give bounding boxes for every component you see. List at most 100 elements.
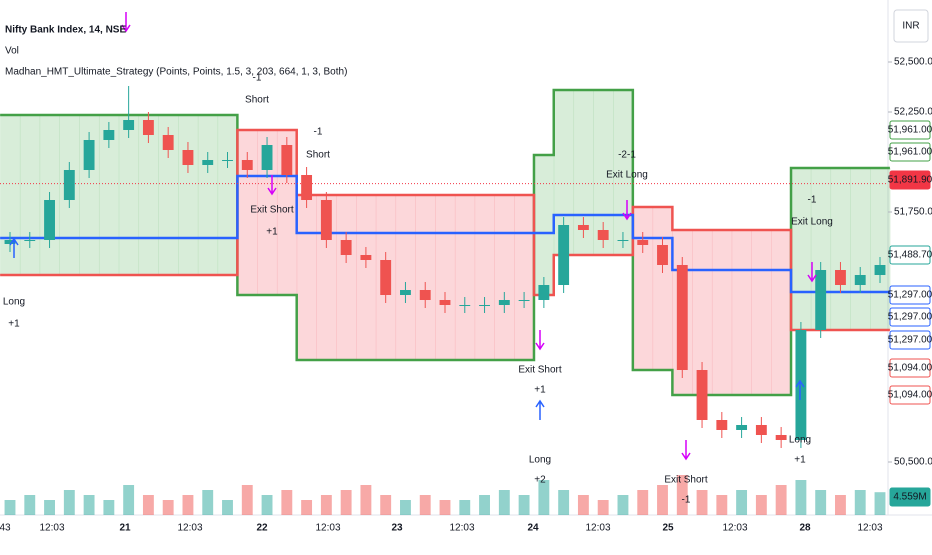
- price-tag-label: 51,961.00: [888, 147, 932, 158]
- volume-bar: [320, 495, 332, 515]
- candle-body: [498, 300, 510, 305]
- volume-bar: [261, 495, 273, 515]
- x-tick-label: 43: [0, 523, 11, 534]
- band-fill: [19, 115, 41, 275]
- price-tag-label: 51,297.00: [888, 312, 932, 323]
- candle-body: [835, 270, 846, 285]
- signal-label: +1: [534, 385, 546, 396]
- candle-body: [162, 135, 174, 150]
- price-tag: [889, 285, 931, 305]
- signal-label: Short: [245, 95, 269, 106]
- signal-arrow: [9, 237, 19, 258]
- candle-body: [320, 200, 332, 240]
- band-fill: [514, 195, 535, 360]
- chart-title: Nifty Bank Index, 14, NSE: [5, 25, 126, 36]
- candle-body: [281, 145, 293, 175]
- volume-bar: [577, 495, 589, 515]
- band-fill: [336, 195, 357, 360]
- volume-bar: [24, 495, 36, 515]
- volume-bar: [182, 495, 194, 515]
- volume-bar: [755, 495, 767, 515]
- candle-body: [775, 435, 787, 440]
- signal-label: Exit Short: [518, 365, 562, 376]
- currency-box[interactable]: [893, 9, 929, 43]
- volume-bar: [815, 490, 827, 515]
- volume-bar: [439, 500, 451, 515]
- volume-bar: [400, 500, 411, 515]
- price-tag-label: 51,961.00: [888, 125, 932, 136]
- band-fill: [870, 168, 891, 330]
- signal-arrow: [807, 262, 817, 283]
- signal-arrow: [681, 440, 691, 461]
- signal-label: Exit Long: [606, 170, 648, 181]
- band-fill: [533, 155, 555, 295]
- candle-body: [617, 240, 629, 241]
- candle-body: [854, 275, 866, 285]
- candle-body: [44, 200, 55, 240]
- volume-bar: [835, 495, 846, 515]
- volume-bar: [597, 500, 609, 515]
- volume-bar: [83, 495, 95, 515]
- y-tick-label: 52,500.00: [894, 57, 932, 68]
- candle-body: [380, 260, 392, 295]
- volume-bar: [657, 485, 668, 515]
- volume-bar: [498, 490, 510, 515]
- price-tag: [889, 487, 931, 507]
- volume-bar: [518, 495, 530, 515]
- band-fill: [118, 115, 140, 275]
- price-tag-label: 51,488.70: [888, 250, 932, 261]
- band-fill: [731, 230, 752, 395]
- price-tag: [889, 307, 931, 327]
- band-fill: [771, 230, 792, 395]
- band-fill: [494, 195, 515, 360]
- volume-bar: [617, 495, 629, 515]
- band-fill: [217, 115, 238, 275]
- candle-body: [577, 225, 589, 230]
- signal-label: -1: [808, 195, 817, 206]
- price-tag-label: 51,891.90: [888, 175, 932, 186]
- band-fill: [415, 195, 436, 360]
- candle-body: [597, 230, 609, 240]
- signal-arrow: [121, 12, 131, 33]
- signal-label: Short: [306, 150, 330, 161]
- signal-label: Exit Short: [664, 475, 708, 486]
- candle-body: [419, 290, 431, 300]
- x-tick-label: 12:03: [177, 523, 202, 534]
- x-tick-label: 12:03: [449, 523, 474, 534]
- x-tick-label: 25: [662, 523, 674, 534]
- band-fill: [652, 207, 673, 370]
- signal-label: -1: [314, 127, 323, 138]
- volume-bar: [380, 495, 392, 515]
- price-tag-label: 51,094.00: [888, 390, 932, 401]
- candle-body: [400, 290, 411, 295]
- candle-body: [736, 425, 748, 430]
- candle-body: [439, 300, 451, 305]
- y-tick-label: 52,250.00: [894, 107, 932, 118]
- volume-bar: [419, 495, 431, 515]
- x-tick-label: 22: [256, 523, 268, 534]
- candle-body: [182, 150, 194, 165]
- x-tick-label: 12:03: [722, 523, 747, 534]
- volume-bar: [44, 500, 55, 515]
- price-tag-label: 4.559M: [893, 492, 926, 503]
- candle-body: [755, 425, 767, 435]
- volume-bar: [538, 480, 550, 515]
- indicator-title: Madhan_HMT_Ultimate_Strategy (Points, Po…: [5, 67, 347, 78]
- price-tag: [889, 385, 931, 405]
- volume-bar: [340, 490, 352, 515]
- band-line: [0, 128, 890, 332]
- candle-body: [558, 225, 570, 285]
- candle-body: [202, 160, 214, 165]
- currency[interactable]: INR: [902, 21, 919, 32]
- candle-body: [222, 160, 233, 161]
- candle-body: [518, 300, 530, 301]
- volume-bar: [123, 485, 135, 515]
- candle-body: [63, 170, 75, 200]
- signal-label: Long: [3, 297, 25, 308]
- candle-body: [874, 265, 886, 275]
- band-fill: [435, 195, 456, 360]
- x-tick-label: 12:03: [315, 523, 340, 534]
- signal-arrow: [795, 379, 805, 400]
- volume-bar: [202, 490, 214, 515]
